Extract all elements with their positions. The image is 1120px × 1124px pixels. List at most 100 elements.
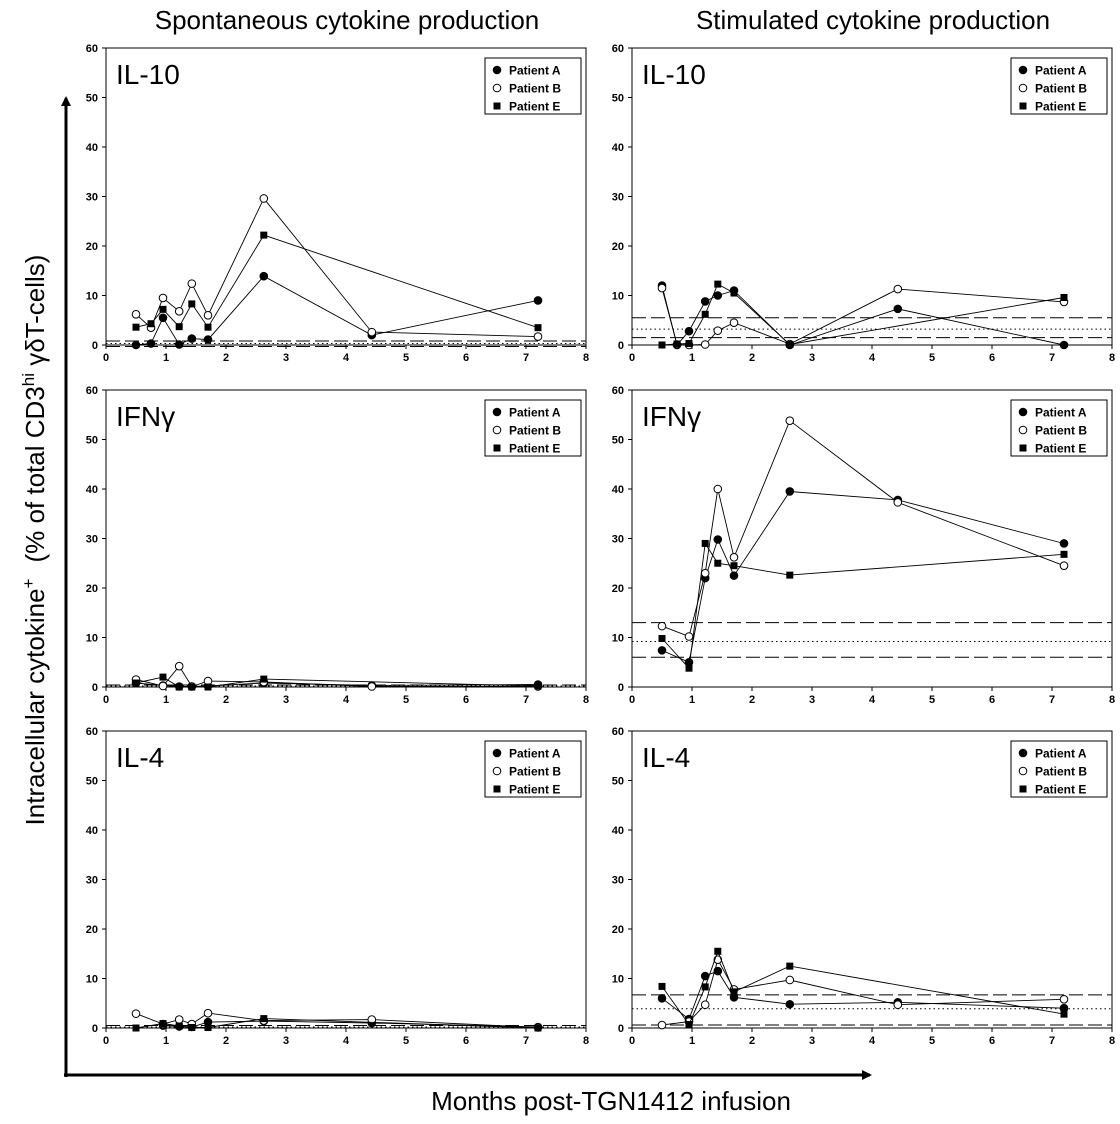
data-point-series-2: [700, 1000, 710, 1010]
data-point-series-3: [132, 323, 140, 331]
y-tick-label: 0: [92, 340, 98, 352]
legend-marker-1: [1018, 65, 1028, 75]
data-point-series-1: [893, 304, 903, 314]
data-point-series-3: [260, 675, 268, 683]
data-point-series-3: [132, 679, 140, 687]
data-point-series-3: [1060, 1010, 1068, 1018]
legend-box: [1010, 399, 1108, 457]
y-tick-label: 30: [612, 192, 624, 204]
data-point-series-1: [533, 296, 543, 305]
legend-marker-2: [1018, 766, 1028, 776]
y-tick-label: 40: [612, 142, 624, 154]
legend-marker-2: [1018, 425, 1028, 435]
data-point-series-3: [786, 962, 794, 970]
legend-marker-3: [493, 444, 501, 452]
legend-entry-2: Patient B: [1035, 82, 1087, 96]
x-tick-label: 3: [283, 1035, 289, 1047]
legend-entry-3: Patient E: [509, 442, 560, 456]
data-point-series-3: [188, 300, 196, 308]
x-tick-label: 7: [523, 1035, 529, 1047]
data-point-series-3: [159, 1020, 167, 1028]
data-point-series-2: [203, 311, 213, 320]
x-tick-label: 5: [929, 352, 935, 364]
data-point-series-3: [658, 982, 666, 990]
data-point-series-1: [657, 646, 667, 655]
legend-entry-2: Patient B: [509, 765, 561, 779]
legend-marker-1: [1018, 407, 1028, 417]
legend-marker-1: [492, 407, 502, 417]
y-tick-label: 60: [612, 43, 624, 55]
x-tick-label: 2: [749, 1035, 755, 1047]
legend-marker-2: [492, 83, 502, 93]
legend: Patient A Patient B Patient E: [484, 57, 582, 115]
x-tick-label: 1: [163, 694, 169, 706]
x-tick-label: 5: [929, 1035, 935, 1047]
x-tick-label: 0: [103, 694, 109, 706]
data-point-series-2: [657, 283, 667, 293]
data-point-series-3: [534, 324, 542, 332]
data-point-series-1: [785, 999, 795, 1009]
y-tick-label: 50: [612, 93, 624, 105]
data-point-series-3: [658, 634, 666, 642]
data-point-series-3: [730, 562, 738, 570]
legend-box: [1010, 57, 1108, 115]
panel-label: IL-10: [642, 59, 706, 90]
data-point-series-3: [204, 323, 212, 331]
data-point-series-2: [729, 318, 739, 328]
data-point-series-2: [158, 293, 168, 303]
x-tick-label: 4: [869, 694, 876, 706]
y-tick-label: 30: [86, 192, 98, 204]
data-point-series-2: [785, 416, 795, 425]
legend-entry-3: Patient E: [1035, 783, 1086, 797]
x-tick-label: 0: [629, 352, 635, 364]
data-point-series-3: [175, 323, 183, 331]
panel-label: IFNγ: [116, 401, 175, 432]
data-point-series-2: [657, 1020, 667, 1030]
data-point-series-2: [1059, 561, 1069, 571]
x-tick-label: 4: [869, 352, 876, 364]
legend: Patient A Patient B Patient E: [1010, 740, 1108, 798]
data-point-series-2: [187, 279, 197, 288]
series-line-3: [135, 234, 539, 329]
legend: Patient A Patient B Patient E: [484, 399, 582, 457]
x-tick-label: 7: [1049, 352, 1055, 364]
y-tick-label: 40: [86, 825, 98, 837]
x-tick-label: 0: [629, 1035, 635, 1047]
x-tick-label: 6: [463, 694, 469, 706]
y-tick-label: 50: [86, 776, 98, 788]
data-point-series-2: [785, 975, 795, 985]
x-tick-label: 3: [809, 1035, 815, 1047]
y-tick-label: 20: [86, 583, 98, 595]
legend-box: [484, 57, 582, 115]
data-point-series-3: [260, 231, 268, 239]
data-point-series-2: [1059, 994, 1069, 1004]
legend: Patient A Patient B Patient E: [1010, 399, 1108, 457]
x-tick-label: 2: [749, 694, 755, 706]
x-tick-label: 5: [929, 694, 935, 706]
legend-marker-3: [1019, 785, 1027, 793]
y-tick-label: 0: [618, 340, 624, 352]
legend-marker-1: [492, 748, 502, 758]
series-line-3: [661, 950, 1065, 1026]
series-line-2: [661, 287, 1065, 346]
y-tick-label: 30: [86, 534, 98, 546]
data-point-series-2: [259, 194, 269, 203]
x-tick-label: 1: [163, 352, 169, 364]
y-tick-label: 10: [612, 974, 624, 986]
x-tick-label: 8: [1109, 1035, 1115, 1047]
data-point-series-3: [132, 1024, 140, 1032]
col-title-stimulated: Stimulated cytokine production: [696, 5, 1050, 35]
x-tick-label: 4: [343, 1035, 350, 1047]
data-point-series-1: [187, 334, 197, 343]
data-point-series-2: [700, 340, 710, 349]
y-tick-label: 10: [86, 633, 98, 645]
y-label-paren-sup: hi: [19, 373, 38, 386]
data-point-series-3: [730, 988, 738, 996]
x-tick-label: 3: [809, 352, 815, 364]
y-tick-label: 10: [86, 291, 98, 303]
legend-box: [1010, 740, 1108, 798]
legend-entry-1: Patient A: [1035, 406, 1087, 420]
